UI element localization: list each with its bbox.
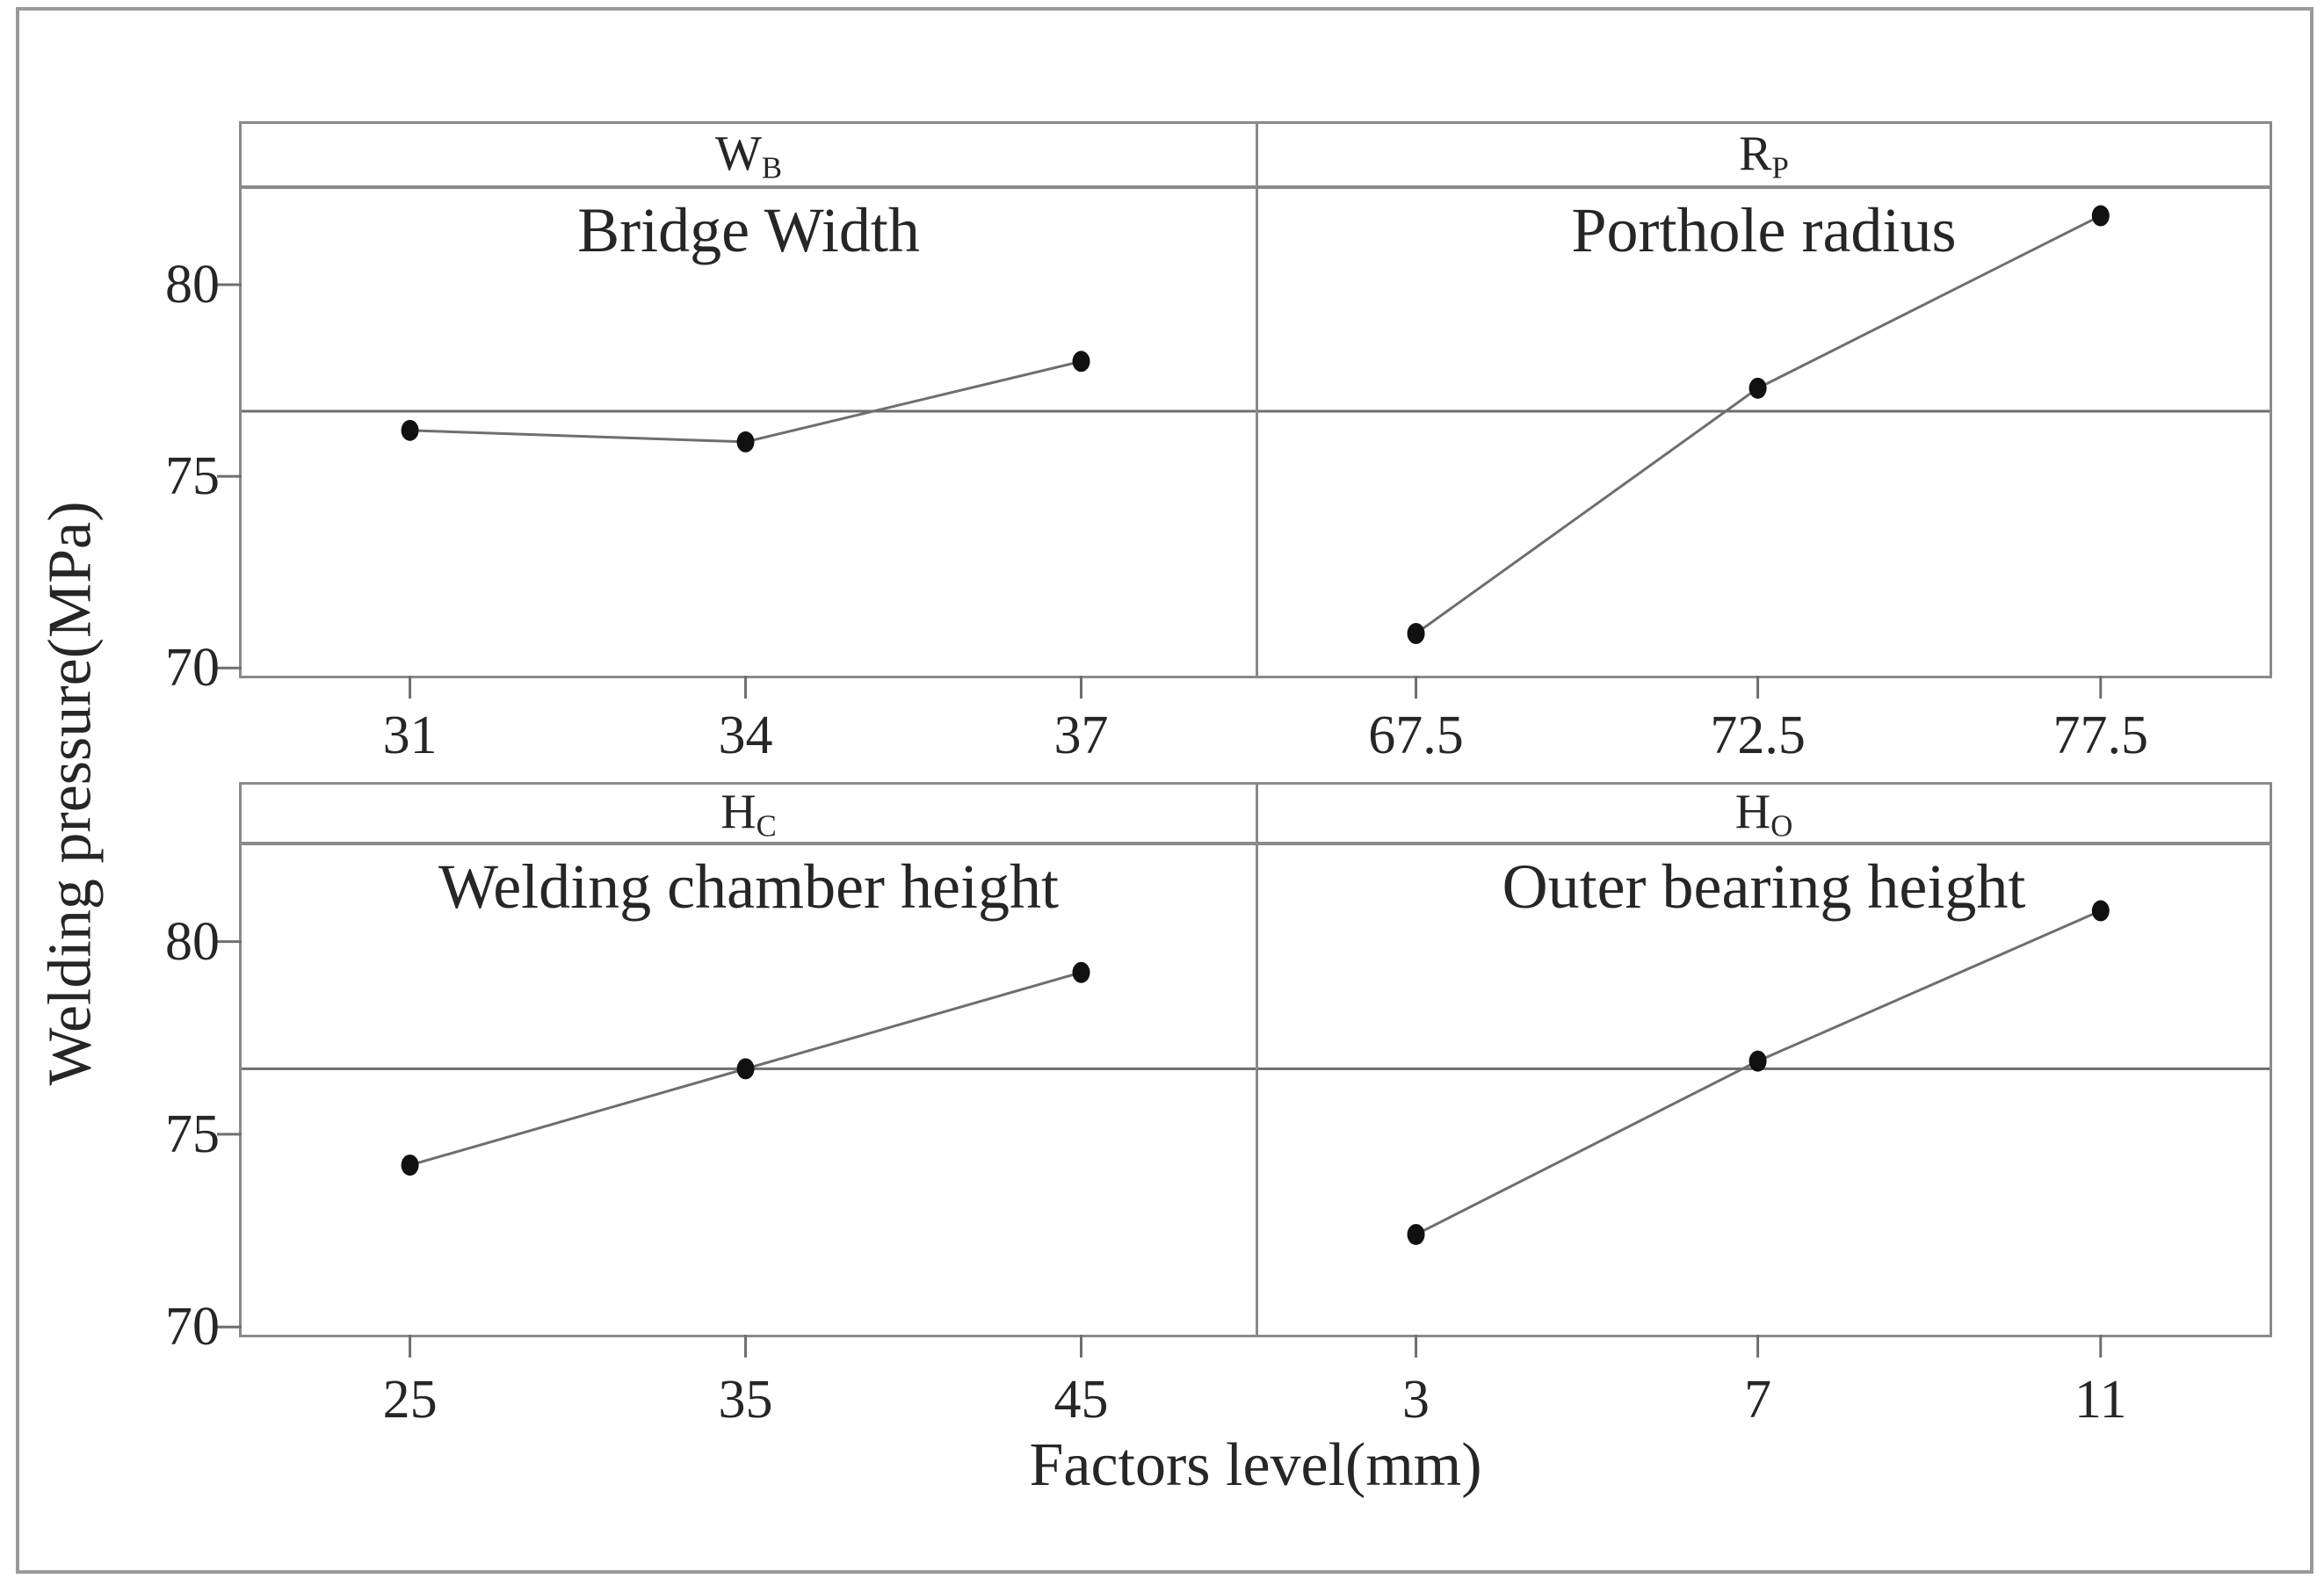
y-tick-label: 80: [165, 911, 220, 972]
x-tick-label: 3: [1402, 1370, 1430, 1430]
strip-label-subscript: P: [1771, 150, 1789, 185]
panel-welding-chamber-height: HC Welding chamber height: [217, 782, 1258, 1358]
strip-label: H: [720, 785, 757, 839]
y-tick-label: 70: [165, 638, 220, 699]
strip-label-subscript: O: [1770, 808, 1793, 844]
line-chart-wb: [217, 283, 1256, 699]
data-point: [736, 1058, 755, 1080]
x-tick-label: 45: [1053, 1370, 1109, 1430]
panel-strip-hc: HC: [242, 785, 1256, 845]
y-axis-title: Welding pressure(MPa): [36, 500, 105, 1086]
data-point: [1748, 377, 1767, 399]
trend-line: [1415, 214, 2102, 635]
panel-strip-rp: RP: [1258, 124, 2270, 189]
data-point: [1407, 623, 1425, 645]
panel-strip-ho: HO: [1258, 785, 2270, 845]
panel-strip-wb: WB: [242, 124, 1256, 189]
data-point: [1072, 961, 1090, 983]
panel-porthole-radius: RP Porthole radius: [1256, 121, 2272, 699]
data-point: [1748, 1050, 1767, 1072]
line-chart-rp: [1258, 205, 2270, 699]
data-point: [1072, 351, 1090, 373]
strip-label-subscript: C: [756, 808, 777, 844]
plot-area-hc: Welding chamber height: [217, 845, 1256, 1358]
y-tick-label: 70: [165, 1297, 220, 1358]
panel-title: Bridge Width: [577, 195, 920, 265]
x-tick-label: 11: [2074, 1370, 2127, 1430]
y-tick-label: 80: [165, 255, 220, 315]
x-tick-label: 7: [1744, 1370, 1772, 1430]
x-tick-label: 31: [382, 706, 438, 765]
y-tick-label: 75: [165, 1104, 220, 1164]
panel-title: Porthole radius: [1571, 195, 1957, 265]
data-point: [736, 431, 755, 453]
panel-title: Outer bearing height: [1502, 851, 2026, 922]
data-point: [401, 1155, 419, 1177]
trend-line: [409, 359, 1082, 444]
x-tick-label: 35: [718, 1370, 773, 1430]
x-tick-label: 77.5: [2053, 706, 2149, 765]
line-chart-hc: [217, 940, 1256, 1358]
panel-outer-bearing-height: HO Outer bearing height: [1256, 782, 2272, 1358]
data-point: [2091, 205, 2110, 227]
plot-area-ho: Outer bearing height: [1258, 845, 2270, 1358]
strip-label-subscript: B: [761, 150, 783, 185]
data-point: [2091, 900, 2110, 922]
data-point: [401, 419, 419, 441]
strip-label: R: [1739, 127, 1772, 181]
line-chart-ho: [1258, 900, 2270, 1358]
panel-bridge-width: WB Bridge Width: [217, 121, 1258, 699]
x-tick-label: 72.5: [1710, 706, 1806, 765]
x-tick-label: 34: [718, 706, 773, 765]
strip-label: H: [1734, 785, 1771, 839]
x-tick-label: 37: [1053, 706, 1109, 765]
trend-line: [1415, 909, 2102, 1236]
data-point: [1407, 1223, 1425, 1245]
plot-area-wb: Bridge Width: [217, 189, 1256, 699]
panel-title: Welding chamber height: [438, 851, 1059, 922]
x-tick-label: 67.5: [1368, 706, 1464, 765]
strip-label: W: [714, 127, 762, 181]
x-tick-label: 25: [382, 1370, 438, 1430]
plot-area-rp: Porthole radius: [1258, 189, 2270, 699]
y-tick-label: 75: [165, 446, 220, 507]
x-axis-title: Factors level(mm): [1029, 1431, 1482, 1499]
